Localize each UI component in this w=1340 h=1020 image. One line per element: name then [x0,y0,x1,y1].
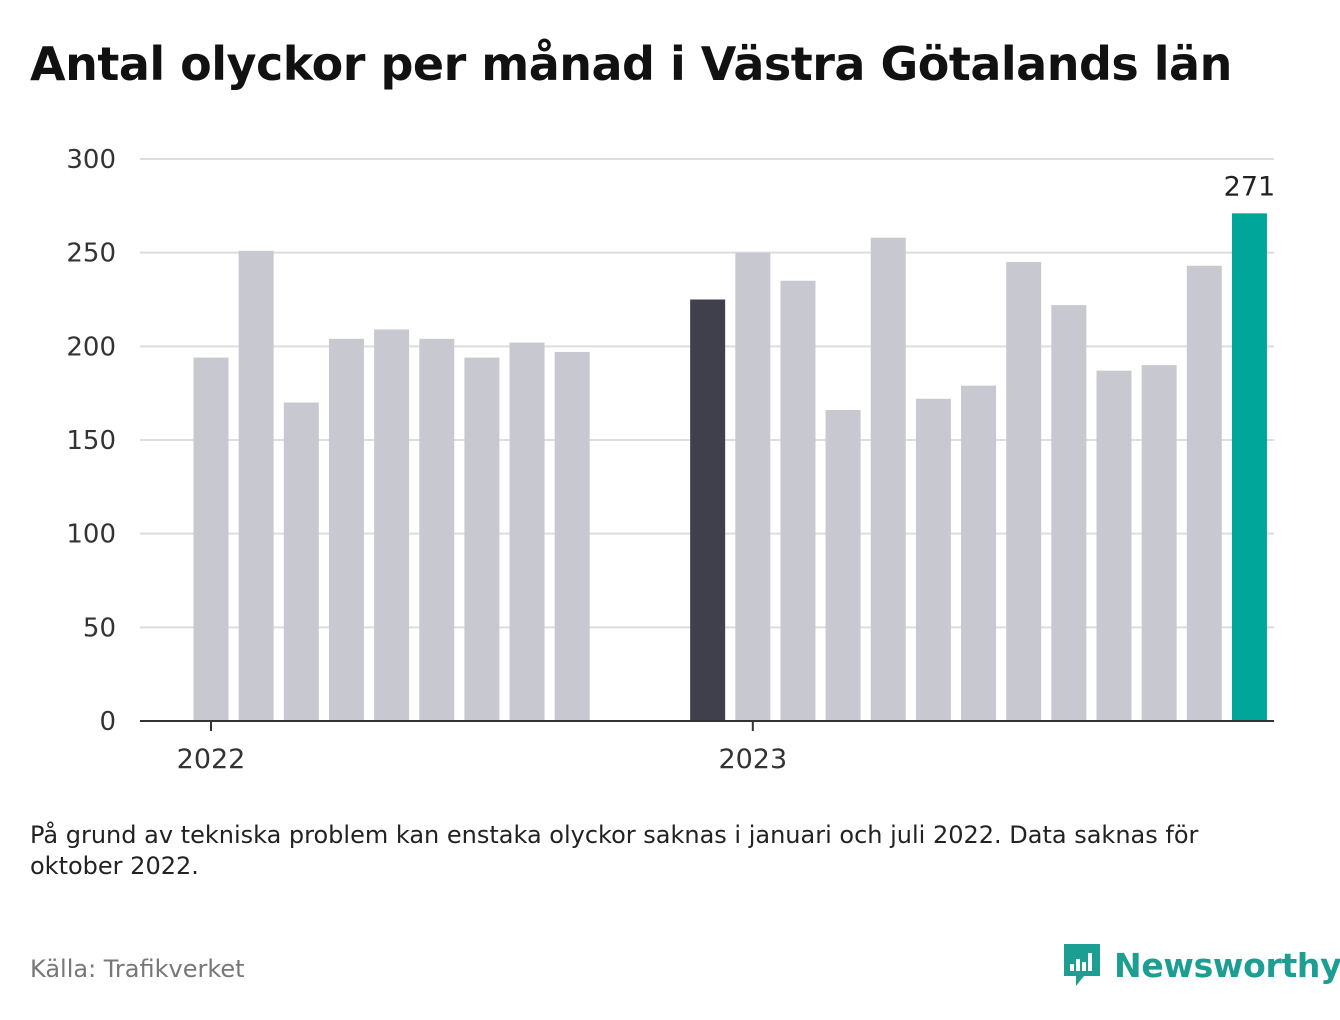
y-tick-label: 100 [66,520,116,550]
bar-chart: 0 50 100 150 200 250 300 271 2022 2023 [66,145,1276,775]
source-credit: Källa: Trafikverket [30,955,245,983]
bars [193,213,1267,721]
bar-2022-02 [238,250,274,721]
y-tick-label: 250 [66,239,116,269]
bar-2023-12 [1231,213,1267,721]
bar-2023-07 [1006,262,1042,721]
bar-2023-02 [780,280,816,721]
x-tick-label: 2023 [718,744,787,775]
y-tick-label: 0 [99,707,116,737]
bar-2022-08 [509,342,545,721]
bar-2022-06 [419,338,455,721]
bar-2023-03 [825,410,861,721]
bar-2023-09 [1096,370,1132,721]
footnote: På grund av tekniska problem kan enstaka… [30,821,1199,880]
bar-2022-05 [374,329,410,721]
bar-2022-04 [328,338,364,721]
data-label-2023-12: 271 [1224,171,1276,202]
bar-2023-11 [1186,265,1222,721]
bar-2023-01 [735,252,771,721]
bar-2023-08 [1051,305,1087,721]
bar-2023-05 [915,398,951,721]
bar-2022-07 [464,357,500,721]
y-tick-label: 300 [66,145,116,175]
y-axis-ticks: 0 50 100 150 200 250 300 [66,145,116,737]
x-tick-label: 2022 [177,744,246,775]
y-tick-label: 200 [66,332,116,362]
bar-2022-01 [193,357,229,721]
bar-2022-03 [283,402,319,721]
chart-title: Antal olyckor per månad i Västra Götalan… [30,37,1232,91]
y-tick-label: 150 [66,426,116,456]
x-axis-ticks: 2022 2023 [177,721,787,775]
newsworthy-logo-icon [1064,944,1100,986]
y-tick-label: 50 [83,613,116,643]
bar-2023-06 [961,385,997,721]
bar-2022-09 [554,351,590,721]
brand-name: Newsworthy [1114,945,1340,985]
newsworthy-logo: Newsworthy [1062,940,1340,990]
bar-2023-10 [1141,365,1177,721]
bar-2022-12 [690,299,726,721]
bar-2023-04 [870,237,906,721]
data-labels: 271 [1224,171,1276,202]
